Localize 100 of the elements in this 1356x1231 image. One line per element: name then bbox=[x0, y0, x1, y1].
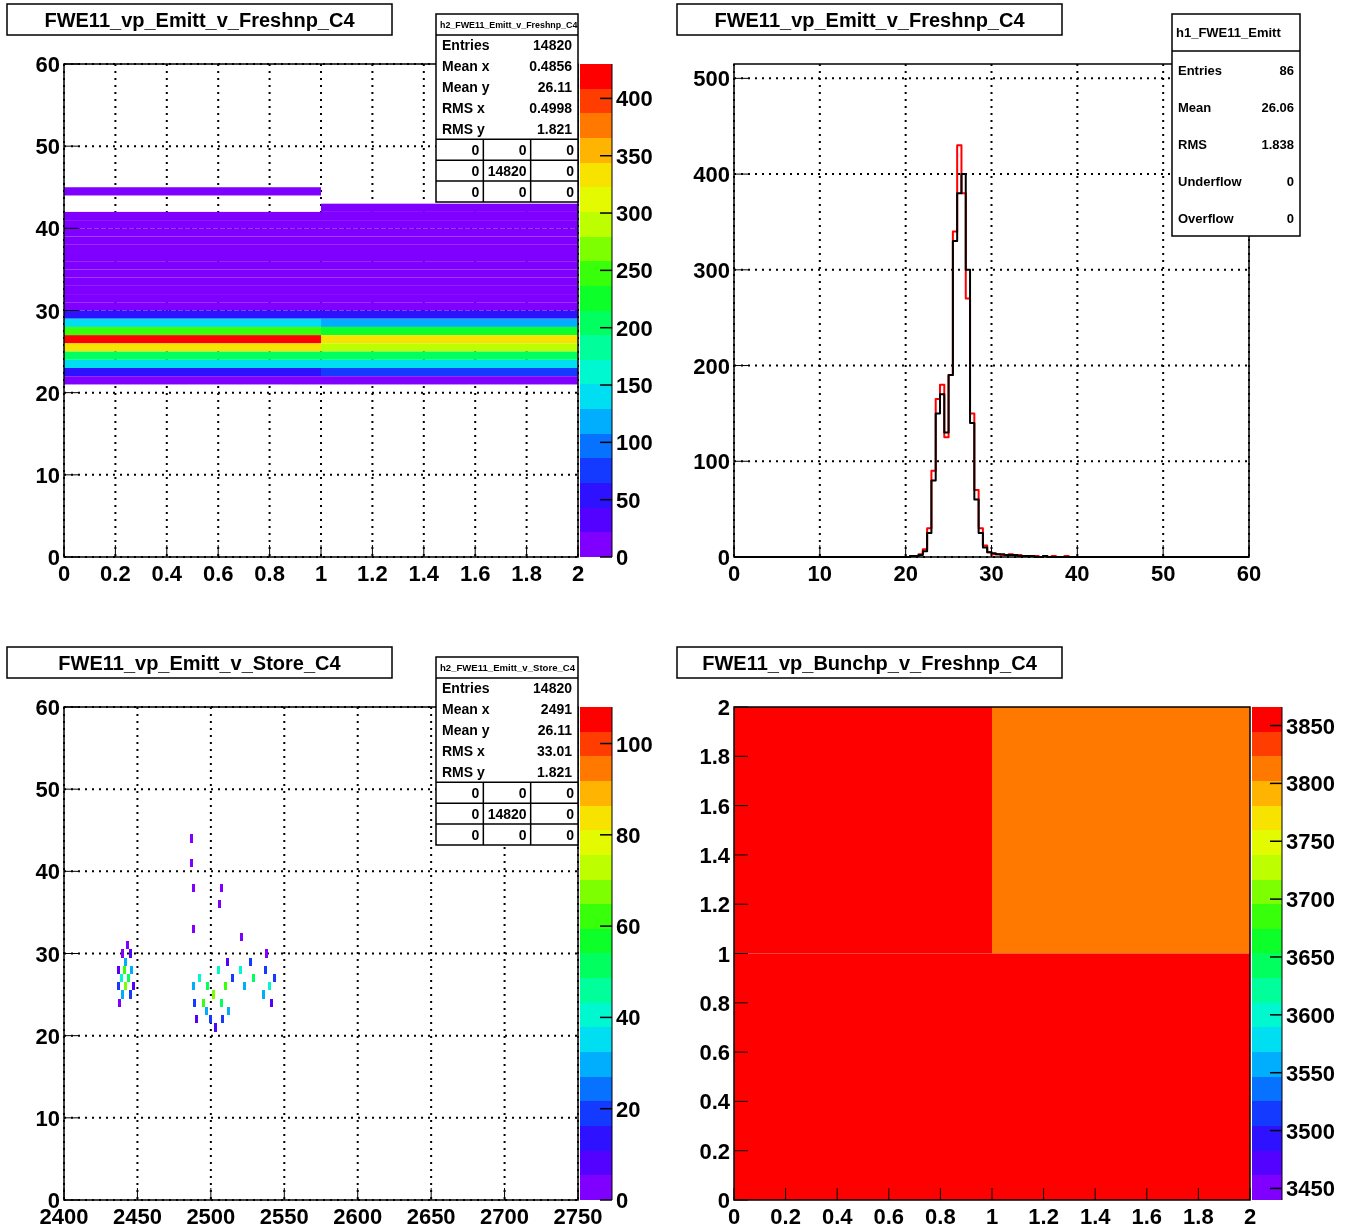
y-tick-label: 0.8 bbox=[699, 990, 730, 1016]
y-tick-label: 50 bbox=[35, 777, 60, 803]
text: Mean y 26.11 bbox=[442, 79, 572, 96]
y-tick-label: 1.8 bbox=[699, 744, 730, 770]
color-bar-label: 200 bbox=[616, 315, 653, 341]
color-bar-label: 50 bbox=[616, 487, 641, 513]
color-bar-label: 20 bbox=[616, 1096, 641, 1122]
x-tick-label: 2750 bbox=[553, 1204, 603, 1229]
color-bar-label: 0 bbox=[616, 545, 629, 570]
text: Mean y 26.11 bbox=[442, 722, 572, 739]
text: h1_FWE11_Emitt bbox=[1176, 25, 1282, 41]
color-bar-label: 150 bbox=[616, 373, 653, 399]
y-tick-label: 40 bbox=[35, 859, 60, 885]
color-bar-label: 100 bbox=[616, 430, 653, 456]
color-bar-label: 3600 bbox=[1286, 1002, 1335, 1028]
x-tick-label: 2450 bbox=[112, 1204, 162, 1229]
x-tick-label: 40 bbox=[1065, 561, 1090, 586]
x-tick-label: 50 bbox=[1150, 561, 1176, 586]
x-tick-label: 1.4 bbox=[408, 561, 440, 586]
y-tick-label: 30 bbox=[35, 298, 60, 324]
color-bar-label: 250 bbox=[616, 258, 653, 284]
x-tick-label: 2 bbox=[571, 561, 585, 586]
text: RMS y 1.821 bbox=[442, 763, 572, 780]
y-tick-label: 400 bbox=[693, 162, 730, 188]
chart-title: FWE11_vp_Emitt_v_Store_C4 bbox=[58, 651, 342, 674]
y-tick-label: 1 bbox=[717, 941, 730, 967]
x-tick-label: 0.6 bbox=[873, 1204, 905, 1229]
text: Entries 14820 bbox=[442, 680, 572, 697]
x-tick-label: 0.2 bbox=[770, 1204, 801, 1229]
x-tick-label: 0.2 bbox=[100, 561, 131, 586]
x-tick-label: 1.4 bbox=[1079, 1204, 1112, 1229]
text: Entries 14820 bbox=[442, 37, 572, 54]
x-tick-label: 30 bbox=[979, 561, 1004, 586]
y-tick-label: 50 bbox=[35, 134, 60, 160]
color-bar-label: 3800 bbox=[1286, 771, 1335, 797]
x-tick-label: 1 bbox=[985, 1204, 999, 1229]
y-tick-label: 200 bbox=[693, 353, 730, 379]
y-tick-label: 1.4 bbox=[699, 842, 731, 868]
x-tick-label: 0.4 bbox=[151, 561, 183, 586]
text: 0 0 0 bbox=[471, 826, 574, 843]
y-tick-label: 0.4 bbox=[699, 1089, 731, 1115]
text: RMS 1.838 bbox=[1178, 136, 1294, 152]
color-bar-label: 3550 bbox=[1286, 1060, 1335, 1086]
text: RMS y 1.821 bbox=[442, 120, 572, 137]
color-bar-label: 400 bbox=[616, 86, 653, 112]
x-tick-label: 1.8 bbox=[511, 561, 542, 586]
text: 0 0 0 bbox=[471, 183, 574, 200]
color-bar-label: 3750 bbox=[1286, 829, 1335, 855]
x-tick-label: 2700 bbox=[480, 1204, 530, 1229]
x-tick-label: 0.8 bbox=[925, 1204, 956, 1229]
color-bar-label: 100 bbox=[616, 731, 653, 757]
x-tick-label: 2650 bbox=[406, 1204, 456, 1229]
x-tick-label: 1.6 bbox=[459, 561, 491, 586]
y-tick-label: 60 bbox=[35, 695, 60, 720]
x-tick-label: 1.2 bbox=[357, 561, 388, 586]
chart-title: FWE11_vp_Bunchp_v_Freshnp_C4 bbox=[702, 651, 1038, 674]
text: RMS x 0.4998 bbox=[442, 100, 572, 116]
color-bar-label: 40 bbox=[616, 1005, 641, 1031]
text: 0 0 0 bbox=[471, 784, 574, 801]
text: 0 0 0 bbox=[471, 141, 574, 158]
x-tick-label: 0.4 bbox=[821, 1204, 854, 1229]
y-tick-label: 1.2 bbox=[699, 892, 730, 918]
x-tick-label: 2550 bbox=[259, 1204, 309, 1229]
text: Mean x 2491 bbox=[442, 701, 572, 718]
x-tick-label: 0.8 bbox=[254, 561, 285, 586]
y-tick-label: 20 bbox=[35, 1023, 60, 1049]
y-tick-label: 20 bbox=[35, 380, 60, 406]
text: 0 14820 0 bbox=[471, 805, 574, 822]
x-tick-label: 1.6 bbox=[1131, 1204, 1163, 1229]
color-bar-label: 3850 bbox=[1286, 713, 1335, 739]
y-tick-label: 0.2 bbox=[699, 1138, 730, 1164]
y-tick-label: 60 bbox=[35, 52, 60, 77]
x-tick-label: 60 bbox=[1236, 561, 1262, 586]
color-bar-label: 3450 bbox=[1286, 1176, 1335, 1202]
text: Entries 86 bbox=[1178, 62, 1294, 78]
x-tick-label: 10 bbox=[807, 561, 833, 586]
y-tick-label: 300 bbox=[693, 257, 730, 283]
y-tick-label: 10 bbox=[35, 462, 60, 488]
text: 0 14820 0 bbox=[471, 162, 574, 179]
y-tick-label: 1.6 bbox=[699, 793, 730, 819]
y-tick-label: 10 bbox=[35, 1105, 60, 1131]
chart-title: FWE11_vp_Emitt_v_Freshnp_C4 bbox=[44, 8, 356, 31]
text: Overflow 0 bbox=[1178, 210, 1294, 226]
y-tick-label: 2 bbox=[717, 695, 730, 720]
x-tick-label: 1 bbox=[314, 561, 328, 586]
y-tick-label: 0 bbox=[717, 545, 730, 570]
text: Mean x 0.4856 bbox=[442, 58, 572, 75]
x-tick-label: 1.2 bbox=[1028, 1204, 1059, 1229]
y-tick-label: 40 bbox=[35, 216, 60, 242]
text: Underflow 0 bbox=[1178, 173, 1294, 189]
y-tick-label: 500 bbox=[693, 66, 730, 92]
color-bar-label: 350 bbox=[616, 143, 653, 169]
color-bar-label: 3700 bbox=[1286, 887, 1335, 913]
x-tick-label: 0.6 bbox=[202, 561, 234, 586]
chart-title: FWE11_vp_Emitt_v_Freshnp_C4 bbox=[714, 8, 1026, 31]
x-tick-label: 2500 bbox=[186, 1204, 236, 1229]
x-tick-label: 20 bbox=[893, 561, 918, 586]
x-tick-label: 1.8 bbox=[1183, 1204, 1214, 1229]
text: h2_FWE11_Emitt_v_Store_C4 bbox=[440, 661, 576, 673]
x-tick-label: 2 bbox=[1243, 1204, 1257, 1229]
